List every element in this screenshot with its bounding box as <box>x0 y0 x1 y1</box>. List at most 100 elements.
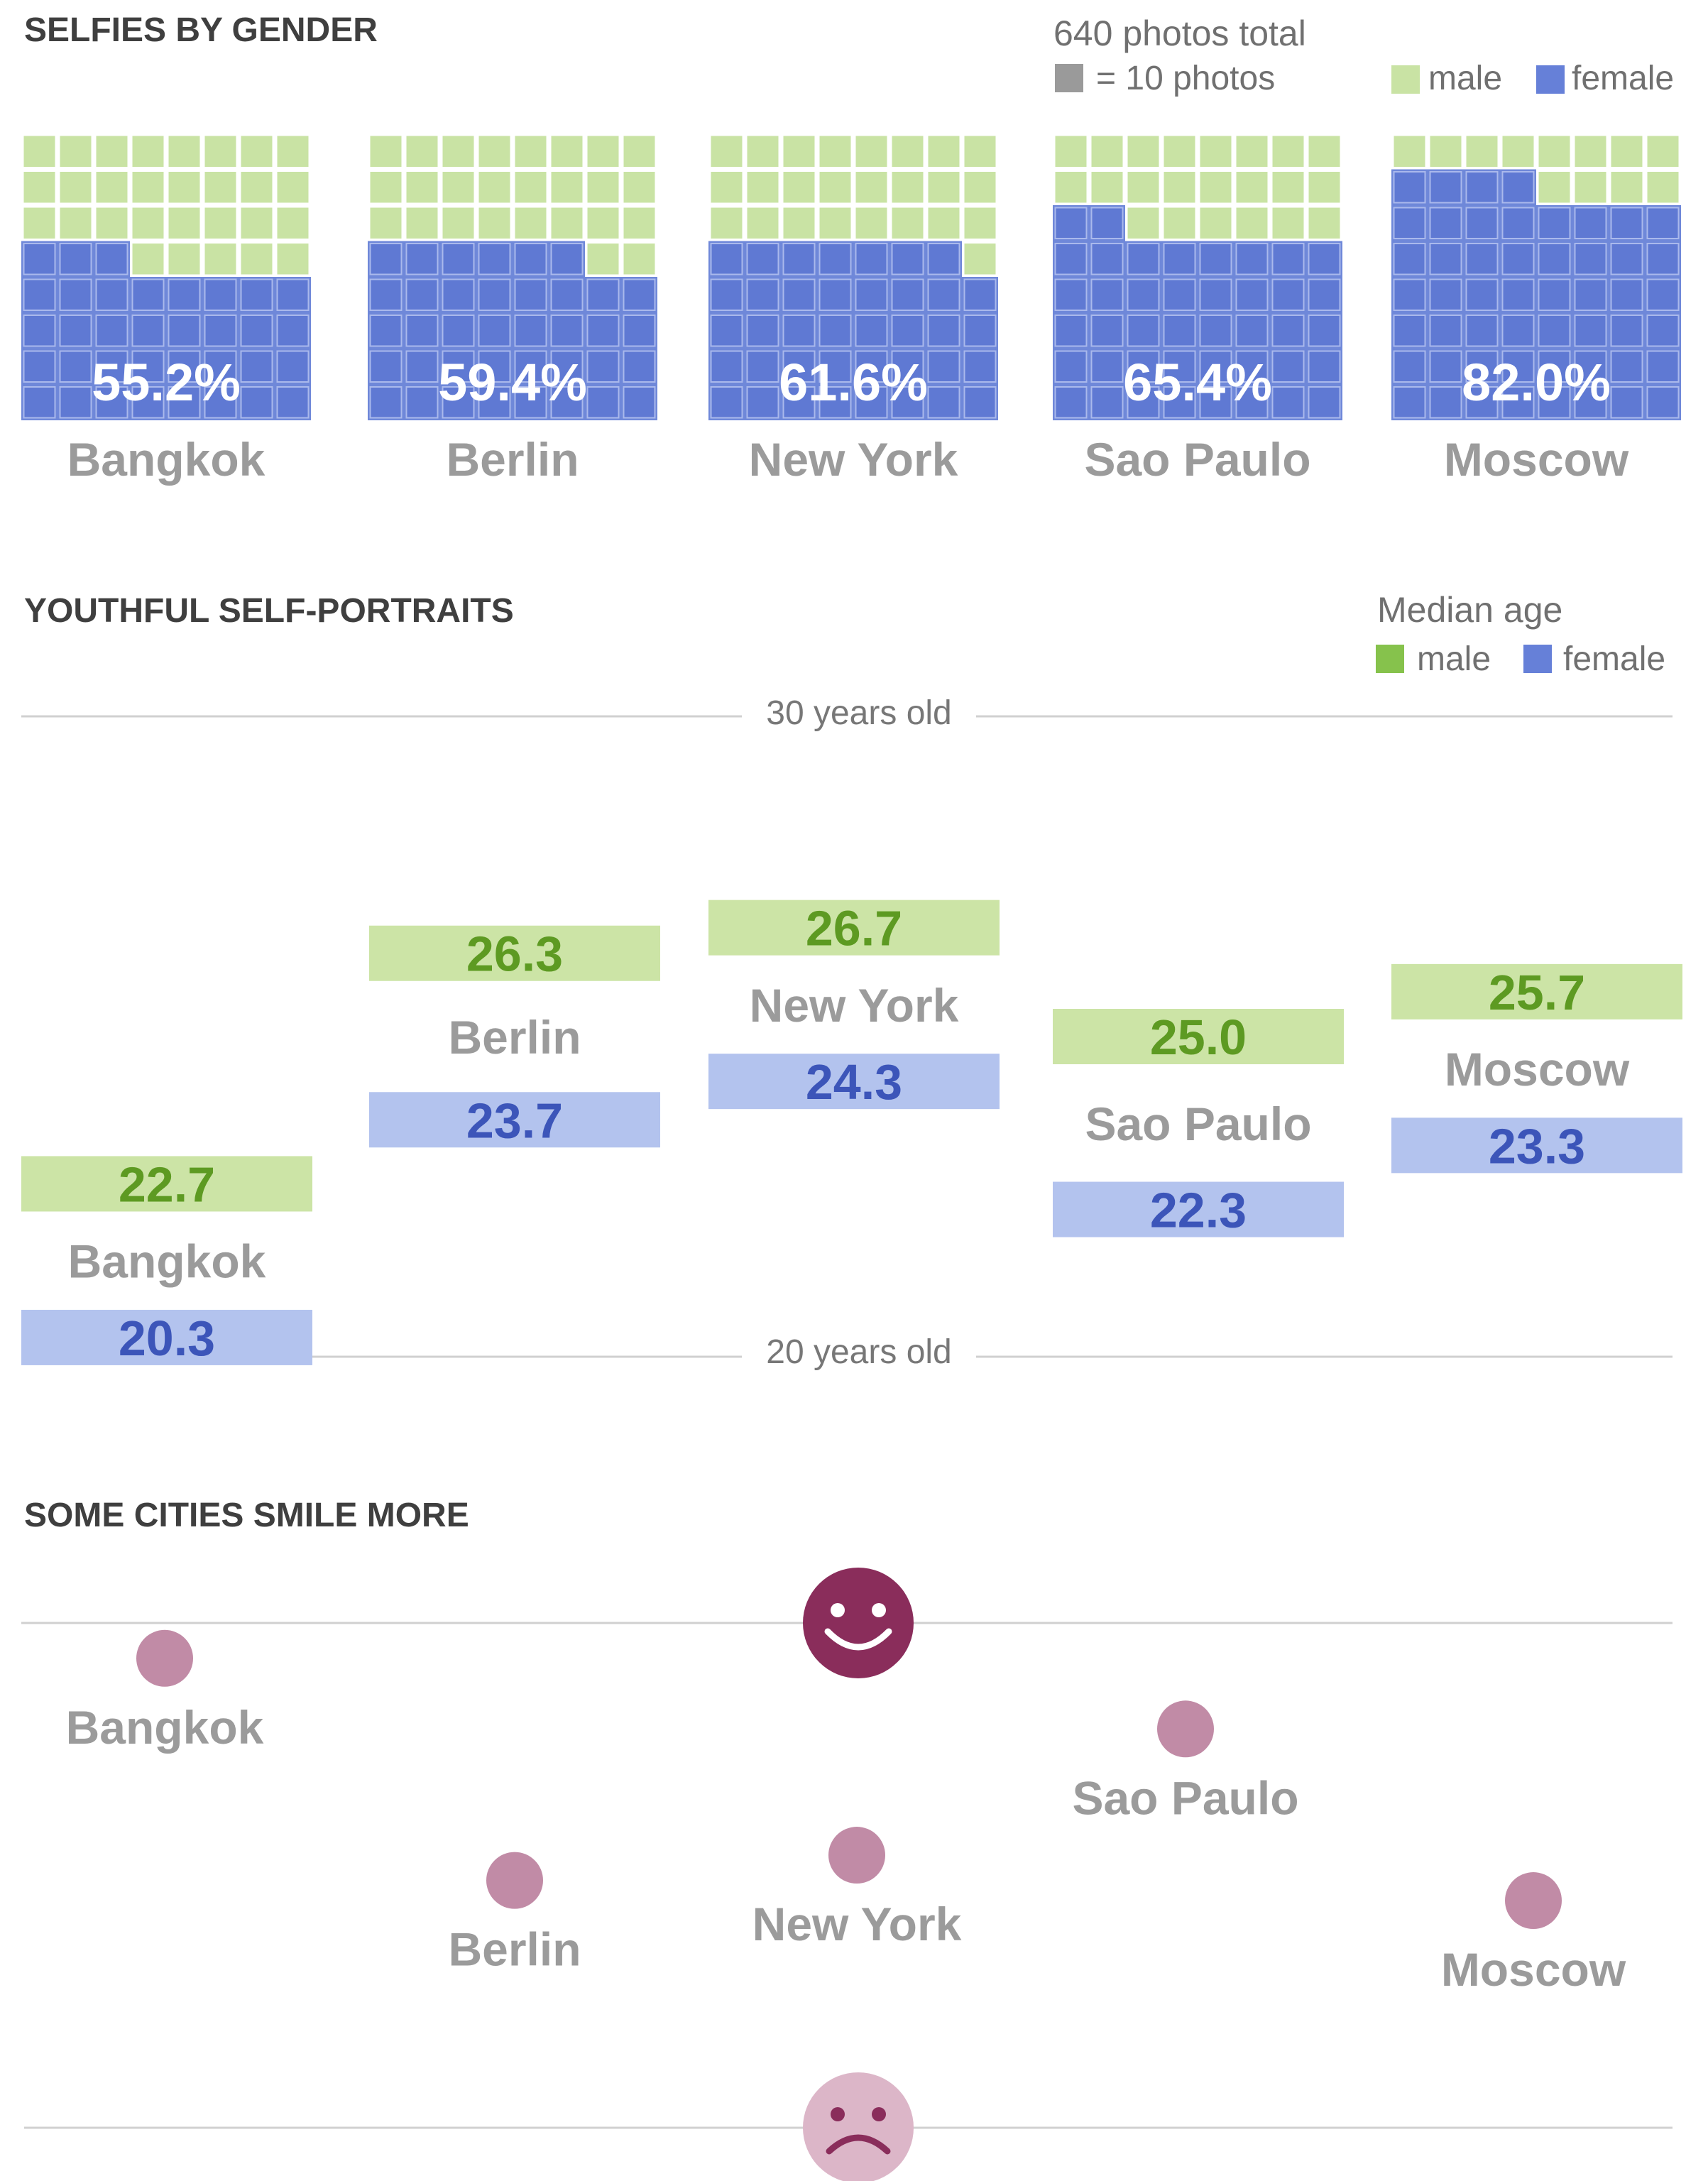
waffle-cell-male <box>1538 136 1570 167</box>
waffle-sao-paulo: 65.4% Sao Paulo <box>1053 136 1342 486</box>
smile-city-label-moscow: Moscow <box>1441 1943 1626 1996</box>
waffle-cell-male <box>370 136 402 167</box>
waffle-cell-female <box>550 350 584 383</box>
waffle-cell-male <box>1538 172 1570 203</box>
waffle-cell-male <box>23 207 55 239</box>
waffle-cell-male <box>1308 207 1340 239</box>
waffle-cell-male <box>892 136 924 167</box>
waffle-cell-male <box>623 172 655 203</box>
smile-point-new-york: New York <box>752 1827 962 1950</box>
waffle-cell-male <box>1127 172 1159 203</box>
waffle-cell-female <box>514 243 547 275</box>
waffle-cell-female <box>1308 278 1341 311</box>
waffle-cell-male <box>855 207 887 239</box>
age-female-value-bangkok: 20.3 <box>119 1311 215 1366</box>
waffle-cell-female <box>963 315 997 347</box>
waffle-cell-female <box>1429 386 1462 419</box>
age-male-value-sao-paulo: 25.0 <box>1150 1010 1247 1065</box>
waffle-cell-female <box>1538 207 1571 239</box>
waffle-cell-female <box>1127 315 1160 347</box>
age-female-legend-label: female <box>1563 640 1665 678</box>
waffle-cell-female <box>1090 243 1124 275</box>
smile-dot-sao-paulo <box>1157 1700 1214 1758</box>
waffle-cell-female <box>819 278 852 311</box>
waffle-cell-female <box>623 278 656 311</box>
waffle-cell-male <box>1091 136 1123 167</box>
age-male-box-moscow <box>1391 963 1682 1020</box>
age-group-berlin: 26.3 23.7 Berlin <box>369 925 660 1148</box>
waffle-cell-female <box>23 350 56 383</box>
waffle-cell-female <box>1163 278 1196 311</box>
age-city-label-new-york: New York <box>750 979 959 1032</box>
waffle-cell-female <box>1574 207 1607 239</box>
waffle-cell-female <box>1054 350 1088 383</box>
waffle-cell-female <box>478 386 511 419</box>
waffle-cell-female <box>204 315 237 347</box>
waffle-cell-female <box>514 350 547 383</box>
waffle-cell-female <box>240 386 273 419</box>
waffle-cell-male <box>623 207 655 239</box>
waffle-cell-male <box>478 136 510 167</box>
waffle-cell-male <box>1308 136 1340 167</box>
waffle-cell-male <box>819 172 851 203</box>
age-male-value-berlin: 26.3 <box>466 926 563 982</box>
age-city-label-bangkok: Bangkok <box>68 1235 266 1288</box>
waffle-cell-female <box>23 243 56 275</box>
smile-dot-berlin <box>486 1852 543 1909</box>
waffle-cell-female <box>131 350 165 383</box>
waffle-pct-label-bangkok: 55.2% <box>92 353 241 412</box>
waffle-cell-male <box>406 172 438 203</box>
waffle-bangkok: 55.2% Bangkok <box>21 136 311 486</box>
waffle-cell-female <box>586 315 620 347</box>
waffle-cell-male <box>747 172 779 203</box>
waffle-cell-female <box>1127 243 1160 275</box>
waffle-cell-female <box>514 315 547 347</box>
waffle-cell-female <box>927 315 960 347</box>
waffle-cell-male <box>1272 207 1304 239</box>
waffle-cell-female <box>1163 315 1196 347</box>
waffle-cell-male <box>168 172 200 203</box>
waffle-cell-female <box>1646 207 1680 239</box>
waffle-cell-male <box>515 207 547 239</box>
waffle-cell-male <box>623 244 655 275</box>
waffle-cell-female <box>369 386 403 419</box>
waffle-cell-female <box>478 350 511 383</box>
waffle-cell-male <box>241 207 273 239</box>
waffle-cell-female <box>1054 207 1088 239</box>
waffle-cell-female <box>855 350 888 383</box>
waffle-cell-female <box>59 278 92 311</box>
waffle-cell-female <box>478 315 511 347</box>
waffle-cell-male <box>892 207 924 239</box>
waffle-cell-male <box>928 136 960 167</box>
waffle-charts: 55.2% Bangkok 59.4% Berlin 61.6% New York 65.4… <box>21 136 1681 486</box>
waffle-cell-female <box>1271 315 1305 347</box>
age-city-label-moscow: Moscow <box>1445 1043 1630 1095</box>
waffle-cell-male <box>1127 207 1159 239</box>
waffle-cell-female <box>782 386 816 419</box>
waffle-cell-female <box>276 350 310 383</box>
waffle-cell-female <box>1199 386 1232 419</box>
waffle-cell-female <box>1271 278 1305 311</box>
waffle-cell-male <box>96 136 128 167</box>
age-male-box-bangkok <box>21 1156 312 1212</box>
waffle-cell-male <box>241 244 273 275</box>
age-group-new-york: 26.7 24.3 New York <box>708 900 1000 1110</box>
waffle-cell-female <box>1465 207 1499 239</box>
waffle-city-label-berlin: Berlin <box>446 433 579 486</box>
waffle-cell-male <box>587 207 619 239</box>
waffle-cell-male <box>964 136 996 167</box>
waffle-cell-female <box>1393 171 1426 204</box>
total-photos-note: 640 photos total <box>1053 13 1306 53</box>
age-female-box-new-york <box>708 1054 1000 1110</box>
waffle-cell-female <box>59 243 92 275</box>
waffle-cell-female <box>1090 350 1124 383</box>
waffle-cell-female <box>1393 207 1426 239</box>
waffle-cell-male <box>783 136 815 167</box>
waffle-cell-female <box>1610 315 1643 347</box>
waffle-cell-female <box>1646 350 1680 383</box>
waffle-cell-male <box>132 244 164 275</box>
waffle-cell-male <box>587 244 619 275</box>
waffle-cell-female <box>131 386 165 419</box>
waffle-cell-female <box>819 243 852 275</box>
